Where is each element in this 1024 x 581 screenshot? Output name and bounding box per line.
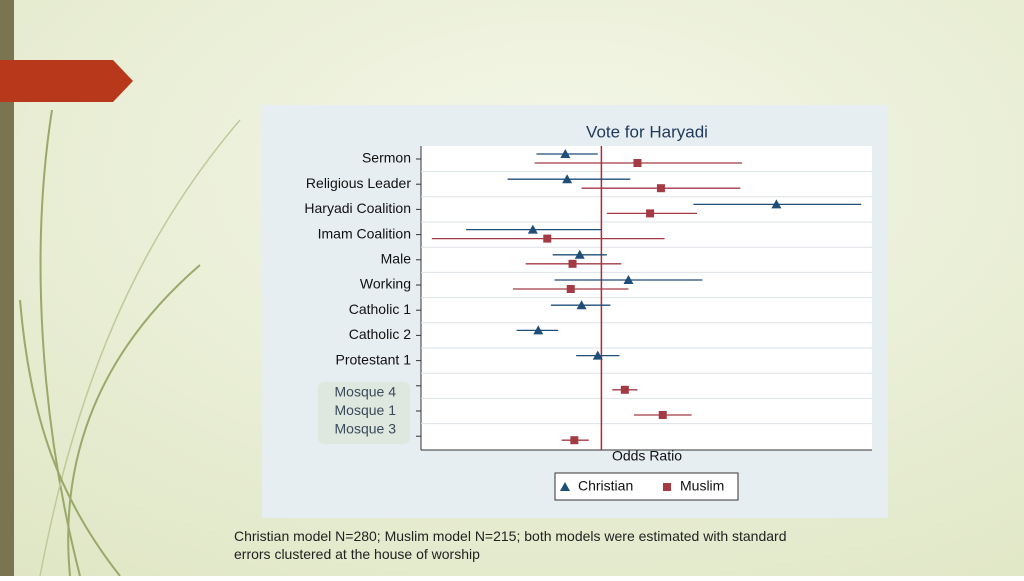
point bbox=[576, 300, 587, 310]
footnote: Christian model N=280; Muslim model N=21… bbox=[234, 528, 787, 562]
y-tick-label: Mosque 3 bbox=[335, 421, 397, 437]
point bbox=[533, 325, 544, 335]
footnote-line: Christian model N=280; Muslim model N=21… bbox=[234, 528, 787, 544]
legend-label: Christian bbox=[578, 478, 633, 494]
chart-title: Vote for Haryadi bbox=[586, 122, 708, 141]
point bbox=[566, 285, 575, 293]
legend bbox=[554, 472, 739, 501]
legend-label: Muslim bbox=[680, 478, 724, 494]
point bbox=[658, 411, 667, 419]
label-box bbox=[318, 382, 410, 444]
y-tick-label: Religious Leader bbox=[306, 175, 411, 191]
y-tick-label: Mosque 1 bbox=[335, 402, 397, 418]
y-tick-label: Working bbox=[360, 276, 411, 292]
point bbox=[527, 224, 538, 234]
y-tick-label: Haryadi Coalition bbox=[304, 200, 411, 216]
decor-curves bbox=[19, 109, 241, 577]
y-tick-label: Imam Coalition bbox=[318, 225, 411, 241]
point bbox=[592, 350, 603, 360]
point bbox=[568, 259, 577, 268]
point bbox=[570, 436, 579, 445]
y-tick-label: Catholic 2 bbox=[349, 326, 411, 342]
accent-tab bbox=[0, 60, 133, 102]
legend-marker bbox=[663, 483, 671, 491]
point bbox=[560, 149, 571, 158]
legend-marker bbox=[560, 482, 570, 491]
point bbox=[574, 249, 585, 259]
point bbox=[620, 385, 629, 394]
x-axis-label: Odds Ratio bbox=[612, 448, 682, 464]
point bbox=[771, 199, 782, 209]
y-tick-label: Sermon bbox=[362, 150, 411, 166]
point bbox=[562, 174, 573, 184]
point bbox=[646, 209, 655, 218]
y-tick-label: Catholic 1 bbox=[349, 301, 411, 317]
point bbox=[543, 234, 552, 243]
point bbox=[633, 159, 642, 167]
footnote-line: errors clustered at the house of worship bbox=[234, 546, 480, 562]
point bbox=[656, 184, 665, 193]
y-tick-label: Mosque 4 bbox=[335, 384, 397, 400]
y-tick-label: Male bbox=[381, 251, 412, 267]
point bbox=[623, 275, 634, 284]
y-tick-label: Protestant 1 bbox=[336, 351, 412, 367]
side-bar bbox=[0, 0, 14, 576]
